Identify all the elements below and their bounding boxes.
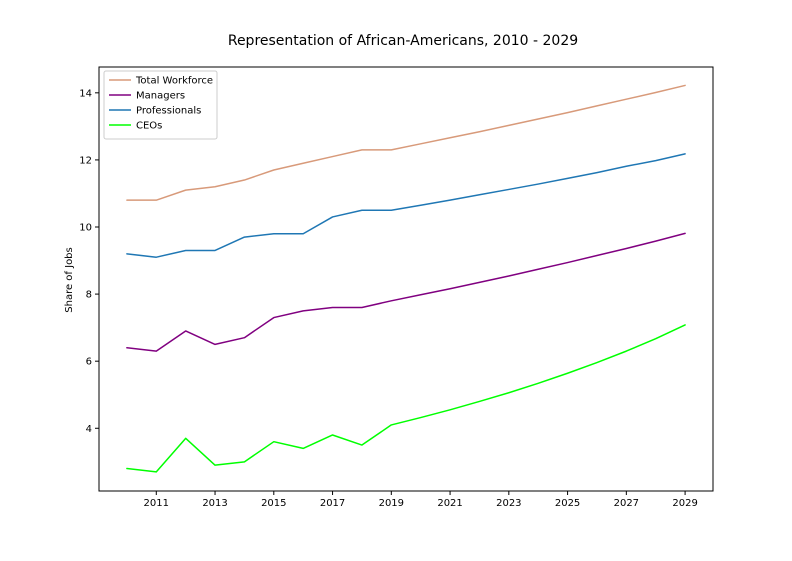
legend-label: CEOs [136, 121, 162, 132]
y-axis-label: Share of Jobs [64, 247, 75, 312]
x-tick-label: 2023 [496, 498, 521, 509]
y-tick-label: 6 [86, 357, 92, 368]
plot-frame [98, 66, 714, 492]
y-tick-label: 14 [79, 88, 92, 99]
series-line-ceos [126, 324, 686, 473]
y-tick-label: 12 [79, 155, 92, 166]
x-tick-label: 2027 [614, 498, 639, 509]
y-tick-label: 8 [86, 290, 92, 301]
x-tick-label: 2015 [261, 498, 286, 509]
x-tick-label: 2021 [437, 498, 462, 509]
series-line-managers [126, 232, 686, 352]
x-tick-label: 2019 [379, 498, 404, 509]
series-layer [126, 84, 686, 473]
legend-label: Professionals [136, 106, 201, 117]
series-line-professionals [126, 153, 686, 258]
y-tick-label: 4 [86, 424, 92, 435]
chart-title: Representation of African-Americans, 201… [228, 33, 578, 49]
x-tick-label: 2017 [320, 498, 345, 509]
series-line-total-workforce [126, 84, 686, 201]
y-axis: 4 6 8 10 12 14 [79, 88, 99, 435]
x-tick-label: 2029 [672, 498, 697, 509]
x-axis: 2011 2013 2015 2017 2019 2021 2023 2025 2027 2029 [144, 491, 698, 509]
legend-box [103, 70, 218, 140]
legend: Total Workforce Managers Professionals CEOs [103, 70, 218, 140]
y-tick-label: 10 [79, 223, 92, 234]
x-tick-label: 2013 [202, 498, 227, 509]
x-tick-label: 2011 [144, 498, 169, 509]
x-tick-label: 2025 [555, 498, 580, 509]
legend-label: Total Workforce [135, 76, 213, 87]
legend-label: Managers [136, 91, 185, 102]
